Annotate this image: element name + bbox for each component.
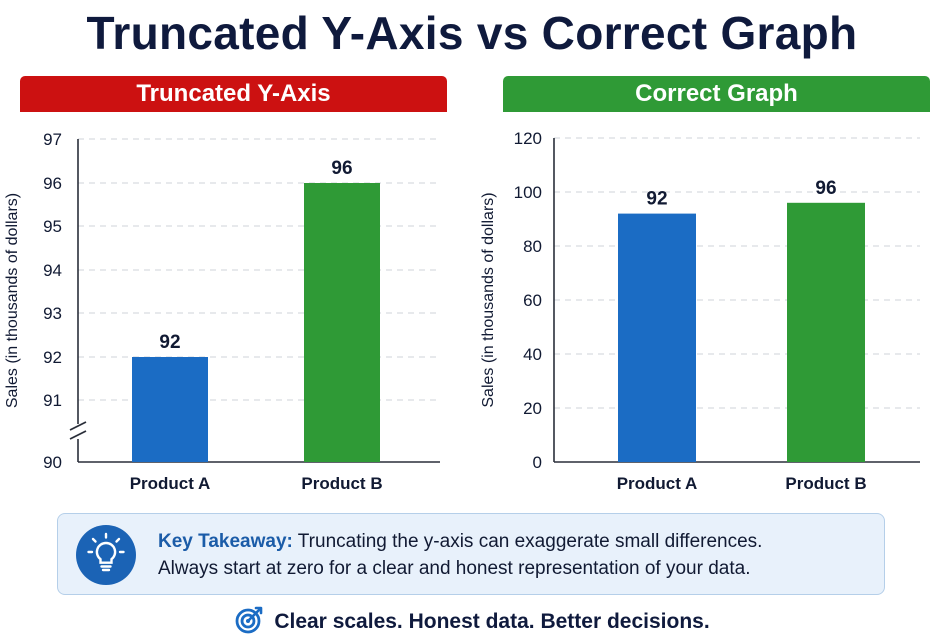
y-tick-label: 90 [43,453,62,472]
y-tick-label: 0 [533,453,542,472]
y-axis-label: Sales (in thousands of dollars) [480,192,497,407]
y-tick-label: 60 [523,291,542,310]
page-title: Truncated Y-Axis vs Correct Graph [86,7,858,59]
y-tick-label: 100 [514,183,542,202]
takeaway-line-1: Truncating the y-axis can exaggerate sma… [292,531,763,552]
correct-chart-banner: Correct Graph [503,76,930,112]
bar-value-label: 96 [331,158,352,179]
y-tick-label: 96 [43,174,62,193]
x-tick-label: Product A [130,474,211,493]
lightbulb-icon [76,525,136,585]
y-tick-label: 91 [43,391,62,410]
bar-value-label: 96 [815,178,836,199]
bar-value-label: 92 [646,189,667,210]
y-tick-label: 94 [43,261,62,280]
y-tick-label: 95 [43,217,62,236]
y-tick-label: 20 [523,399,542,418]
bar-product-b [787,202,865,463]
bar-product-a [618,213,696,462]
takeaway-text: Key Takeaway: Truncating the y-axis can … [158,528,868,582]
y-tick-label: 97 [43,130,62,149]
axis-break-mark [69,421,87,440]
target-icon [234,605,264,640]
y-tick-label: 40 [523,345,542,364]
x-tick-label: Product B [301,474,382,493]
footer-text: Clear scales. Honest data. Better decisi… [274,610,710,633]
y-axis-label: Sales (in thousands of dollars) [4,193,21,408]
takeaway-label: Key Takeaway: [158,531,293,552]
key-takeaway-box: Key Takeaway: Truncating the y-axis can … [57,513,885,595]
y-tick-label: 93 [43,304,62,323]
takeaway-line-2: Always start at zero for a clear and hon… [158,558,751,579]
bar-value-label: 92 [159,332,180,353]
truncated-chart-banner: Truncated Y-Axis [20,76,447,112]
footer: Clear scales. Honest data. Better decisi… [0,606,944,638]
y-tick-label: 92 [43,348,62,367]
bar-product-b [304,183,380,462]
x-tick-label: Product B [785,474,866,493]
x-tick-label: Product A [617,474,698,493]
y-tick-label: 80 [523,237,542,256]
y-tick-label: 120 [514,129,542,148]
bar-product-a [132,357,208,462]
